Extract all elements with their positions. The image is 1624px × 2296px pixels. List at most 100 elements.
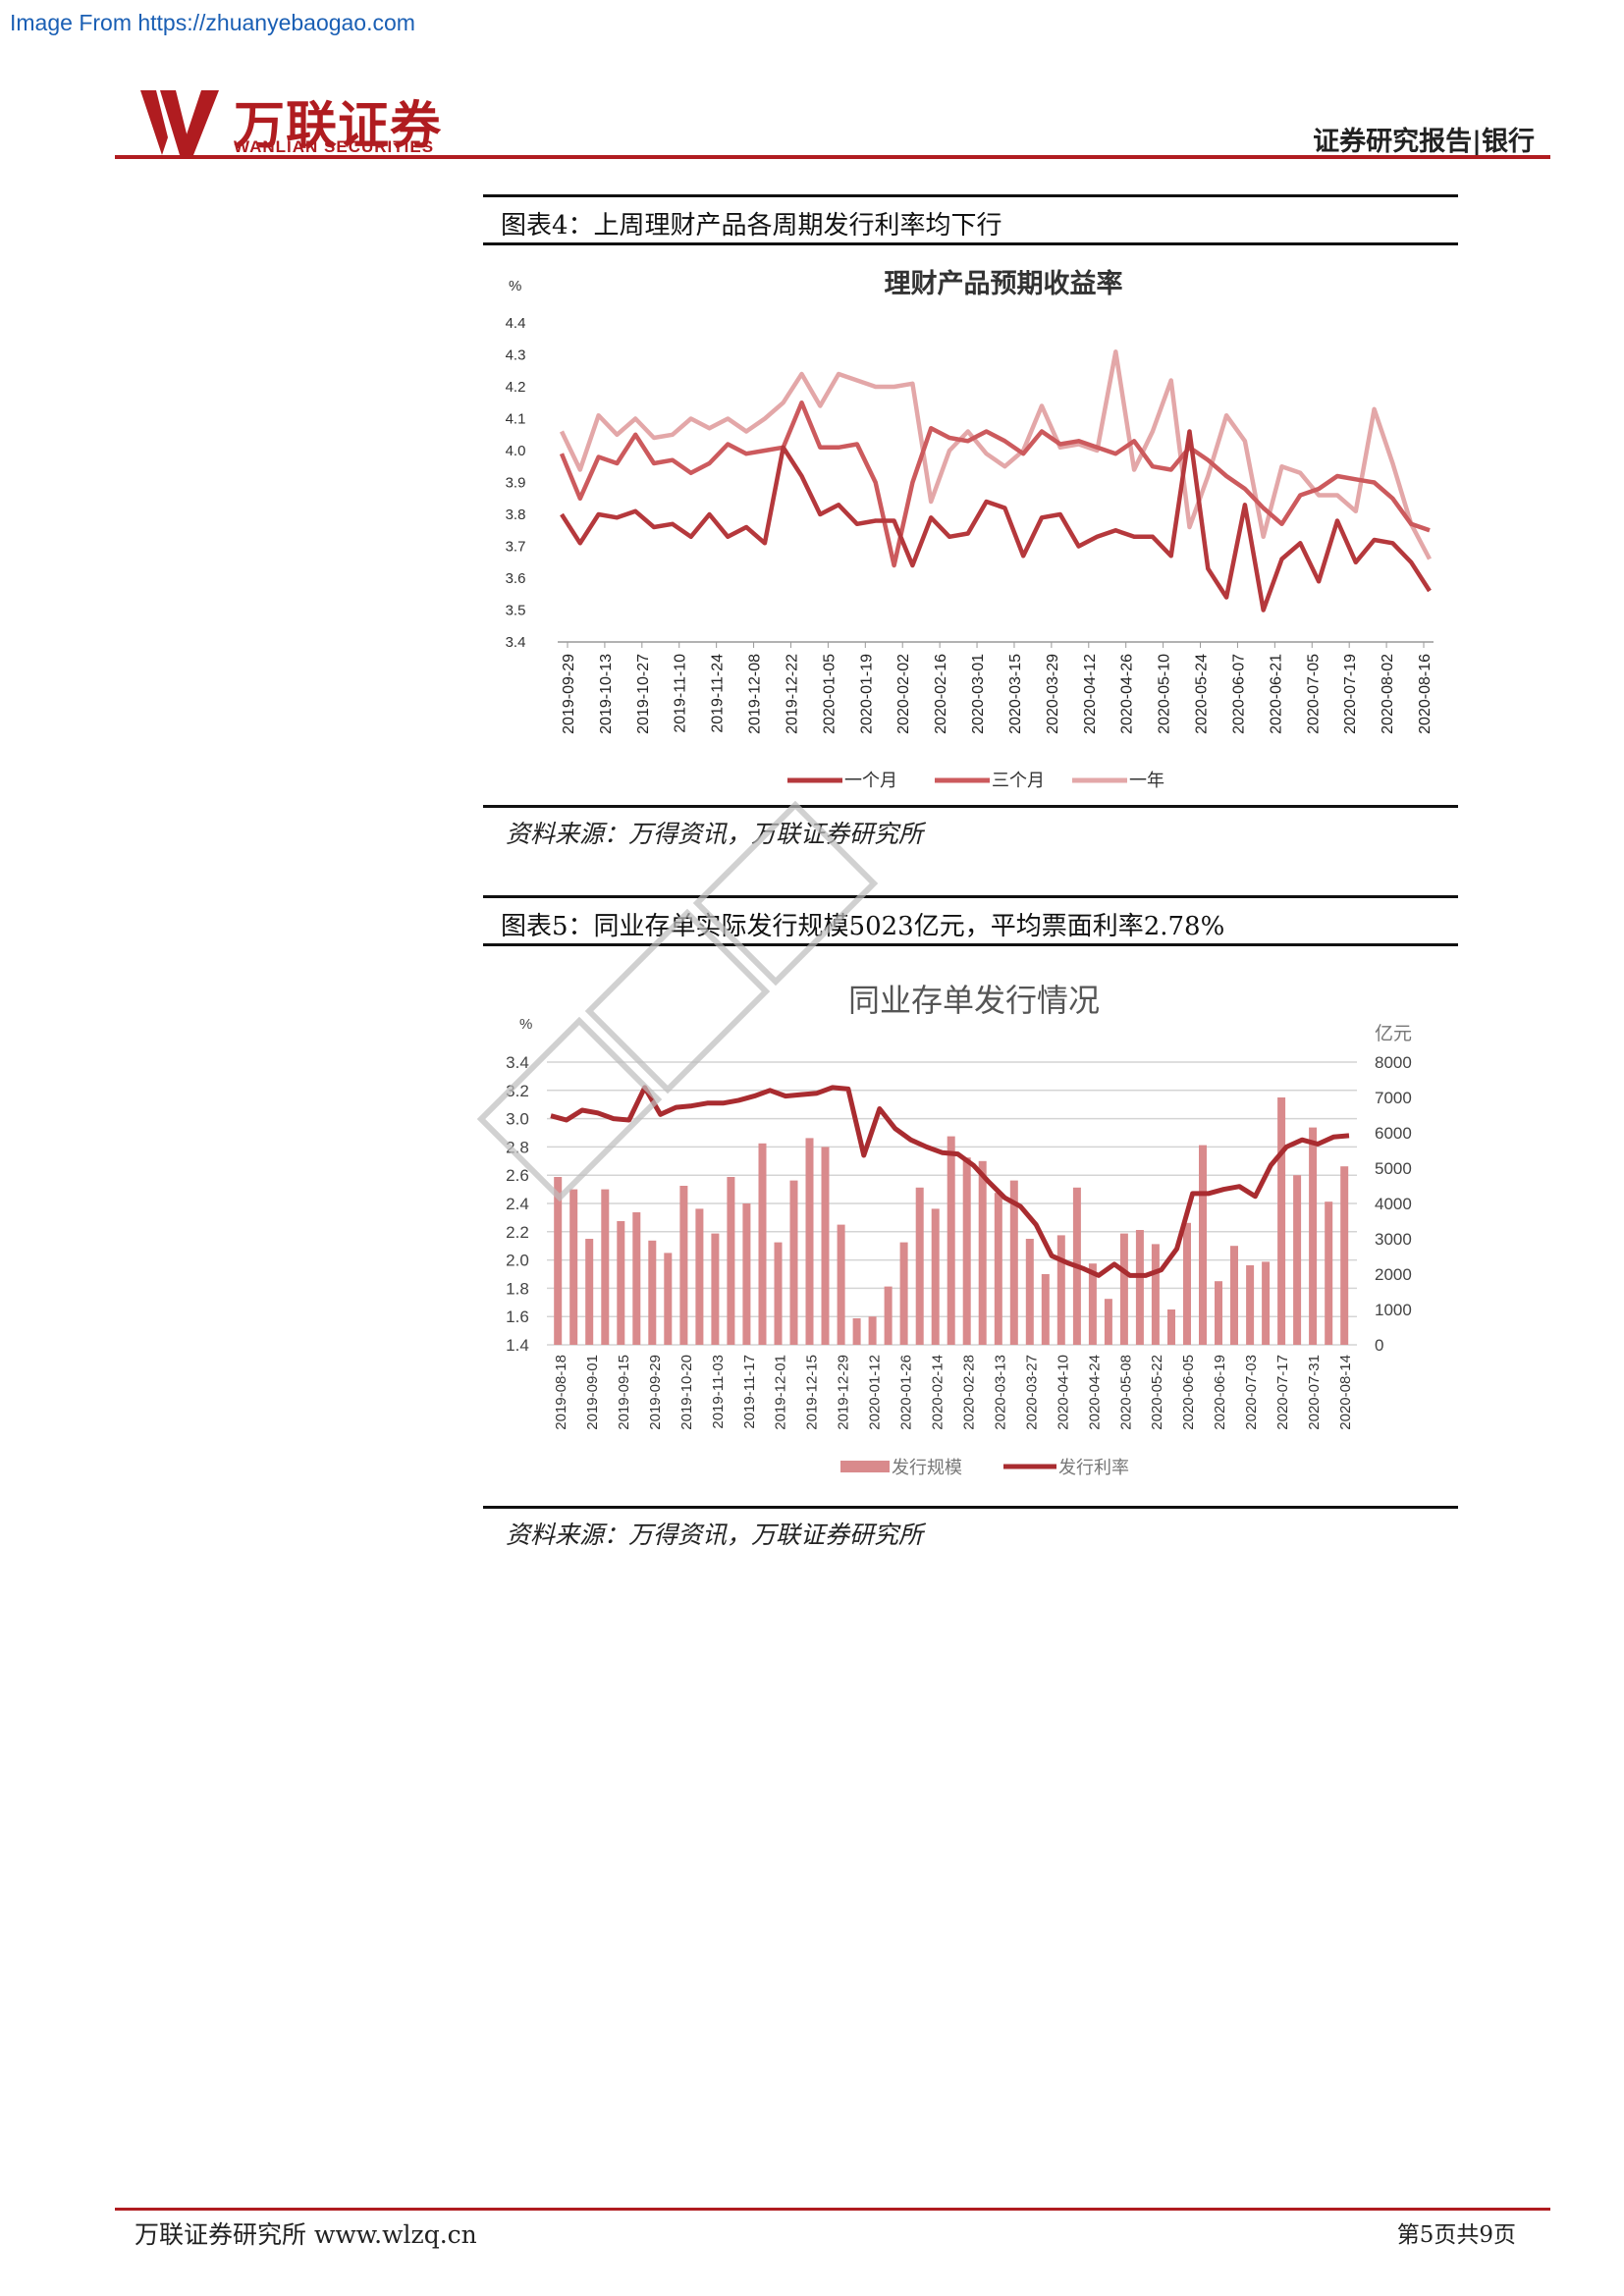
chart1-x-tick: 2020-07-19 [1342, 654, 1359, 734]
chart2-bar [1293, 1175, 1302, 1345]
chart1-legend-label: 三个月 [992, 771, 1045, 790]
chart1-x-tick: 2019-11-10 [673, 654, 689, 733]
chart1-x-tick: 2019-11-24 [710, 654, 727, 733]
chart2-bar [1119, 1233, 1128, 1345]
chart2-x-tick: 2019-09-01 [584, 1355, 601, 1430]
logo-english-name: WANLIAN SECURITIES [234, 137, 435, 156]
chart1-x-tick: 2020-05-10 [1157, 654, 1173, 734]
chart2-bar [601, 1189, 610, 1345]
figure5-top-rule [483, 895, 1458, 898]
chart2-bar [789, 1180, 798, 1345]
chart2-bar [947, 1136, 955, 1345]
chart1-x-tick: 2020-06-07 [1230, 654, 1247, 734]
chart2-y2-unit: 亿元 [1375, 1023, 1412, 1044]
chart1-x-tick: 2019-12-08 [747, 654, 764, 734]
chart2-y2-tick: 1000 [1375, 1301, 1412, 1319]
chart2-x-tick: 2019-10-20 [678, 1355, 695, 1430]
chart2-y2-tick: 4000 [1375, 1195, 1412, 1213]
chart1-x-tick: 2020-03-15 [1007, 654, 1024, 734]
chart2-bar [1104, 1299, 1112, 1345]
chart1-series-line [559, 400, 1431, 568]
figure4-bottom-rule [483, 805, 1458, 808]
chart2-bar [569, 1189, 578, 1345]
chart2-x-tick: 2020-07-03 [1243, 1355, 1260, 1430]
chart2-y-unit: % [519, 1016, 532, 1033]
chart2-bar [1277, 1097, 1286, 1345]
chart2-y2-tick: 5000 [1375, 1159, 1412, 1178]
chart2-bar [1199, 1145, 1207, 1345]
chart2-y-tick: 3.0 [506, 1110, 529, 1129]
chart2-y-tick: 2.2 [506, 1223, 529, 1242]
wanlian-logo-icon [140, 90, 219, 155]
chart1-y-tick: 3.4 [506, 634, 526, 651]
chart2-bar [1309, 1127, 1318, 1345]
chart2-y2-tick: 6000 [1375, 1124, 1412, 1143]
chart2-bar [617, 1221, 625, 1345]
chart2-bar [1246, 1265, 1255, 1345]
chart2-y-tick: 1.6 [506, 1308, 529, 1326]
chart2-y-tick: 1.4 [506, 1336, 529, 1355]
figure5-title-rule [483, 943, 1458, 946]
chart2-y2-tick: 3000 [1375, 1230, 1412, 1249]
chart2-y-tick: 2.6 [506, 1166, 529, 1185]
chart2-x-tick: 2020-05-08 [1117, 1355, 1134, 1430]
chart2-x-tick: 2020-07-17 [1274, 1355, 1291, 1430]
chart2-x-tick: 2020-04-10 [1055, 1355, 1071, 1430]
chart1-legend-label: 一年 [1129, 771, 1164, 790]
source-link[interactable]: Image From https://zhuanyebaogao.com [10, 10, 415, 35]
chart2-y2-tick: 2000 [1375, 1265, 1412, 1284]
chart2-bar [1230, 1246, 1238, 1345]
chart2-y2-tick: 0 [1375, 1336, 1383, 1355]
chart2-bar [632, 1212, 641, 1345]
chart2-x-tick: 2019-09-29 [647, 1355, 664, 1430]
chart1-y-tick: 3.8 [506, 507, 526, 523]
chart2-bar [1009, 1180, 1018, 1345]
chart2-bar [884, 1286, 893, 1345]
chart2-y-tick: 1.8 [506, 1279, 529, 1298]
chart1-y-tick: 3.6 [506, 570, 526, 587]
chart2-bar [679, 1186, 688, 1345]
ncd-issuance-chart: 同业存单发行情况% 亿元 1.4 1.6 1.8 2.0 2.2 2.4 2.6 2.8 3.0 3.… [506, 983, 1412, 1477]
chart2-x-tick: 2020-06-05 [1180, 1355, 1197, 1430]
chart2-bar [805, 1138, 814, 1345]
chart2-bar [821, 1147, 830, 1345]
chart1-x-tick: 2020-05-24 [1194, 654, 1211, 734]
chart2-bar [1325, 1201, 1333, 1345]
chart2-x-tick: 2019-12-01 [773, 1355, 789, 1430]
chart2-y-tick: 2.8 [506, 1138, 529, 1156]
chart2-bar [962, 1157, 971, 1345]
chart1-x-tick: 2020-04-12 [1082, 654, 1099, 734]
chart2-bar [554, 1177, 563, 1345]
chart1-y-tick: 3.5 [506, 603, 526, 619]
chart2-title: 同业存单发行情况 [848, 983, 1100, 1018]
chart1-title: 理财产品预期收益率 [885, 268, 1123, 298]
chart1-series-line [559, 349, 1432, 561]
chart2-bar [1056, 1235, 1065, 1345]
chart2-bar [931, 1208, 940, 1345]
chart1-y-unit: % [509, 278, 521, 294]
chart2-x-tick: 2020-07-31 [1306, 1355, 1323, 1430]
chart2-bar [1215, 1281, 1222, 1345]
chart2-bar [664, 1253, 673, 1345]
chart1-x-tick: 2019-12-22 [784, 654, 800, 734]
chart1-x-tick: 2020-03-01 [970, 654, 987, 734]
chart1-y-tick: 4.4 [506, 315, 526, 332]
chart2-x-tick: 2019-12-15 [804, 1355, 821, 1430]
chart2-y-tick: 2.0 [506, 1252, 529, 1270]
chart1-x-tick: 2020-02-16 [933, 654, 949, 734]
chart2-x-tick: 2019-11-17 [741, 1355, 758, 1429]
chart2-bar [774, 1242, 783, 1345]
footer-publisher: 万联证券研究所 www.wlzq.cn [135, 2220, 477, 2249]
chart2-rate-line [550, 1085, 1350, 1278]
chart1-x-tick: 2019-10-27 [635, 654, 652, 734]
figure4-source: 资料来源：万得资讯，万联证券研究所 [506, 820, 924, 848]
chart2-bar [899, 1242, 908, 1345]
chart2-bar [868, 1316, 877, 1345]
header-divider [115, 155, 1550, 159]
chart1-x-tick: 2020-04-26 [1119, 654, 1136, 734]
chart2-bar [1041, 1274, 1050, 1345]
chart2-x-tick: 2020-01-26 [898, 1355, 915, 1430]
chart2-legend-swatch [840, 1461, 890, 1472]
logo-chinese-name: 万联证券 [234, 97, 443, 156]
chart1-x-tick: 2020-08-02 [1380, 654, 1396, 734]
